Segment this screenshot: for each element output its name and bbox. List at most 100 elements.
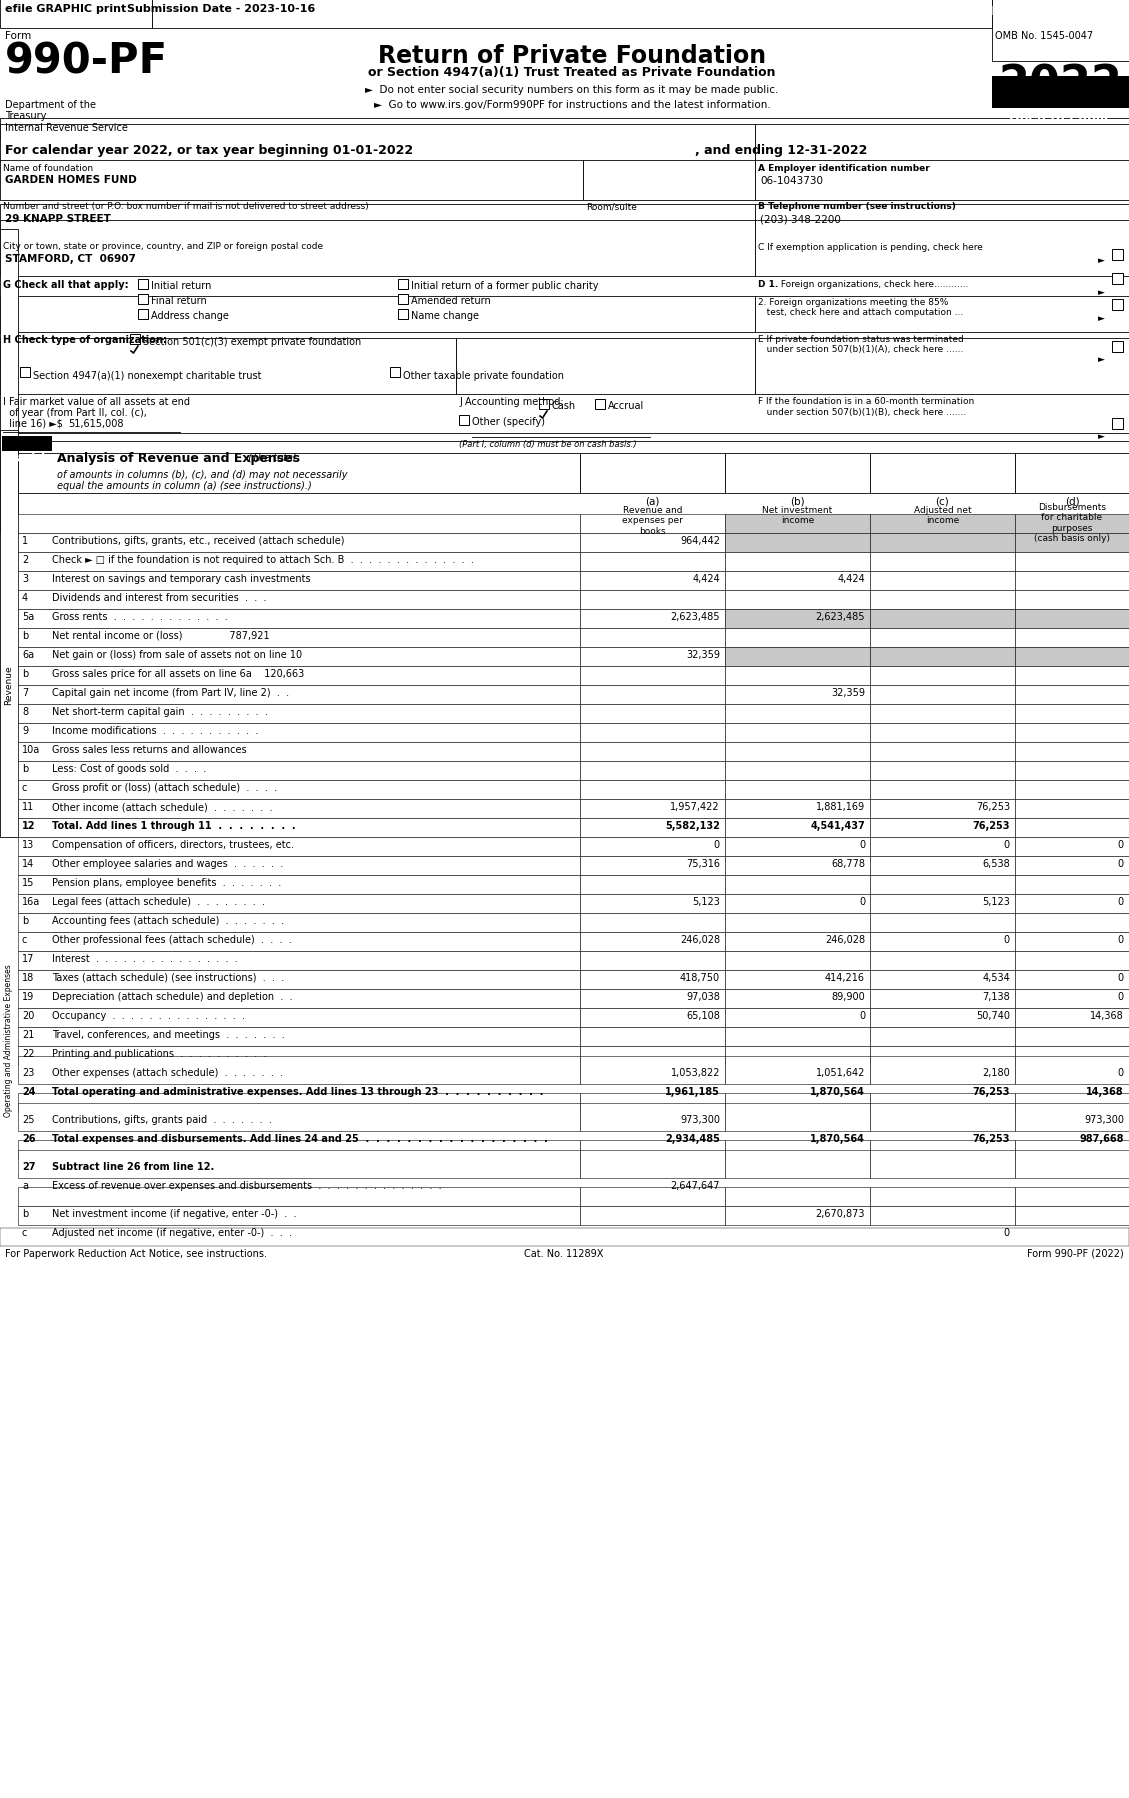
Bar [1015, 743, 1129, 761]
Text: , and ending 12-31-2022: , and ending 12-31-2022 [695, 144, 867, 156]
Bar [870, 590, 1015, 610]
Text: Final return: Final return [151, 297, 207, 306]
Bar [725, 628, 870, 647]
Text: Analysis of Revenue and Expenses: Analysis of Revenue and Expenses [56, 451, 300, 466]
Bar [580, 913, 725, 931]
Bar [1015, 1206, 1129, 1224]
Bar [1015, 856, 1129, 876]
Bar [0, 228, 18, 532]
Bar [992, 76, 1129, 108]
Bar [725, 552, 870, 572]
Text: Form: Form [5, 31, 32, 41]
Text: 2,623,485: 2,623,485 [671, 611, 720, 622]
Bar [870, 951, 1015, 969]
Text: Interest on savings and temporary cash investments: Interest on savings and temporary cash i… [52, 574, 310, 584]
Bar [18, 876, 580, 894]
Text: 1,053,822: 1,053,822 [671, 1068, 720, 1079]
Bar [1015, 894, 1129, 913]
Text: 1,957,422: 1,957,422 [671, 802, 720, 813]
Text: Initial return of a former public charity: Initial return of a former public charit… [411, 280, 598, 291]
Bar [18, 931, 580, 951]
Bar [580, 705, 725, 723]
Text: Gross profit or (loss) (attach schedule)  .  .  .  .: Gross profit or (loss) (attach schedule)… [52, 782, 277, 793]
Text: ►: ► [1099, 288, 1105, 297]
Text: 1,051,642: 1,051,642 [815, 1068, 865, 1079]
Text: Accounting fees (attach schedule)  .  .  .  .  .  .  .: Accounting fees (attach schedule) . . . … [52, 915, 285, 926]
Bar [870, 1055, 1015, 1084]
Bar [580, 969, 725, 989]
Text: 2. Foreign organizations meeting the 85%: 2. Foreign organizations meeting the 85% [758, 298, 948, 307]
Text: GARDEN HOMES FUND: GARDEN HOMES FUND [5, 174, 137, 185]
Text: DLN: 93491289006253: DLN: 93491289006253 [965, 5, 1124, 18]
Text: or Section 4947(a)(1) Trust Treated as Private Foundation: or Section 4947(a)(1) Trust Treated as P… [368, 67, 776, 79]
Bar [870, 913, 1015, 931]
Bar [0, 124, 755, 162]
Text: (203) 348-2200: (203) 348-2200 [760, 216, 841, 225]
Bar [0, 1228, 1129, 1246]
Text: 21: 21 [21, 1030, 34, 1039]
Bar [580, 628, 725, 647]
Text: 0: 0 [1118, 897, 1124, 906]
Bar [1015, 913, 1129, 931]
Bar [755, 203, 1129, 239]
Bar [18, 647, 580, 665]
Text: 973,300: 973,300 [1084, 1115, 1124, 1126]
Text: 418,750: 418,750 [680, 973, 720, 984]
Text: 1,961,185: 1,961,185 [665, 1088, 720, 1097]
Bar [1015, 552, 1129, 572]
Bar [755, 124, 1129, 162]
Bar [18, 1093, 580, 1111]
Text: 414,216: 414,216 [825, 973, 865, 984]
Text: (a): (a) [646, 496, 659, 505]
Text: 0: 0 [859, 1010, 865, 1021]
Bar [725, 1187, 870, 1206]
Bar [18, 1046, 580, 1064]
Text: of amounts in columns (b), (c), and (d) may not necessarily: of amounts in columns (b), (c), and (d) … [56, 469, 348, 480]
Bar [18, 951, 580, 969]
Bar [18, 685, 580, 705]
Bar [725, 665, 870, 685]
Text: 5,582,132: 5,582,132 [665, 822, 720, 831]
Bar [595, 399, 605, 408]
Text: F If the foundation is in a 60-month termination: F If the foundation is in a 60-month ter… [758, 397, 974, 406]
Bar [18, 590, 580, 610]
Text: of year (from Part II, col. (c),: of year (from Part II, col. (c), [3, 408, 147, 417]
Text: 4,424: 4,424 [838, 574, 865, 584]
Text: 1: 1 [21, 536, 28, 547]
Bar [580, 1140, 725, 1160]
Text: 14,368: 14,368 [1086, 1088, 1124, 1097]
Bar [138, 309, 148, 318]
Bar [870, 1009, 1015, 1027]
Bar [18, 761, 580, 780]
Bar [870, 743, 1015, 761]
Text: 0: 0 [1118, 992, 1124, 1001]
Bar [870, 1187, 1015, 1206]
Text: 14: 14 [21, 859, 34, 868]
Bar [1015, 1093, 1129, 1111]
Text: For Paperwork Reduction Act Notice, see instructions.: For Paperwork Reduction Act Notice, see … [5, 1250, 266, 1259]
Bar [18, 798, 580, 818]
Bar [18, 894, 580, 913]
Text: line 16) ►$: line 16) ►$ [3, 419, 63, 430]
Text: 76,253: 76,253 [972, 1135, 1010, 1144]
Text: Revenue and
expenses per
books: Revenue and expenses per books [622, 505, 683, 536]
Text: For calendar year 2022, or tax year beginning 01-01-2022: For calendar year 2022, or tax year begi… [5, 144, 413, 156]
Text: Total. Add lines 1 through 11  .  .  .  .  .  .  .  .: Total. Add lines 1 through 11 . . . . . … [52, 822, 296, 831]
Bar [870, 552, 1015, 572]
Bar [580, 723, 725, 743]
Bar [870, 798, 1015, 818]
Bar [725, 838, 870, 856]
Text: 7,138: 7,138 [982, 992, 1010, 1001]
Text: 0: 0 [1118, 935, 1124, 946]
Text: 65,108: 65,108 [686, 1010, 720, 1021]
Text: 25: 25 [21, 1115, 35, 1126]
Text: STAMFORD, CT  06907: STAMFORD, CT 06907 [5, 254, 135, 264]
Bar [18, 572, 580, 590]
Bar [1015, 572, 1129, 590]
Text: 0: 0 [1004, 935, 1010, 946]
Bar [725, 1009, 870, 1027]
Bar [18, 532, 580, 552]
Bar [18, 665, 580, 685]
Bar [1015, 1055, 1129, 1084]
Text: 2,670,873: 2,670,873 [815, 1208, 865, 1219]
